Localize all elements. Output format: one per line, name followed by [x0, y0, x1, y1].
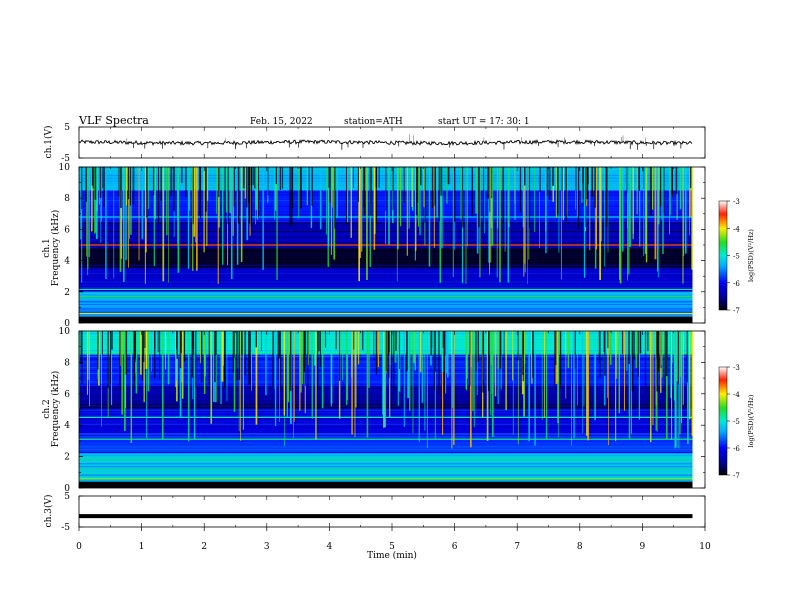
station-label: station=ATH [344, 117, 403, 127]
ch1-waveform-panel: 5 -5 [61, 123, 706, 164]
spectrum-band [79, 291, 693, 308]
colorbar-tick-label: -6 [733, 280, 740, 288]
ch2-colorbar: -3 -4 -5 -6 -7 log(PSD)(V²/Hz) [718, 364, 755, 480]
x-axis-tick-label: 0 [76, 542, 82, 552]
y-tick-label: 4 [64, 257, 70, 267]
colorbar-tick-label: -3 [733, 364, 740, 372]
ch2-spectrogram-ylabel-line2: Frequency (kHz) [50, 371, 61, 448]
y-tick-label: 5 [64, 492, 70, 502]
y-tick-label: 0 [64, 319, 70, 329]
x-axis-tick-label: 9 [640, 542, 646, 552]
y-tick-label: -5 [61, 523, 70, 533]
y-tick-label: 4 [64, 421, 70, 431]
spectrum-band [79, 433, 693, 454]
ch1-spectrogram-ylabel-line1: ch.1 [42, 238, 52, 257]
y-tick-label: 6 [64, 390, 70, 400]
ch3-waveform-ylabel: ch.3(V) [43, 495, 54, 528]
colorbar-tick-label: -6 [733, 445, 740, 453]
x-axis-tick-label: 3 [264, 542, 270, 552]
x-axis-tick-label: 6 [452, 542, 458, 552]
x-axis-tick-label: 4 [327, 542, 333, 552]
colorbar-label: log(PSD)(V²/Hz) [747, 394, 755, 447]
y-tick-label: 2 [64, 453, 70, 463]
colorbar-gradient [718, 366, 728, 476]
x-axis-tick-label: 5 [389, 542, 395, 552]
ch1-spectrogram-ylabel: ch.1 Frequency (kHz) [42, 210, 61, 287]
y-tick-label: -5 [61, 154, 70, 164]
y-tick-label: 10 [59, 327, 71, 337]
ch2-spectrogram-panel: 10 8 6 4 2 0 [59, 327, 706, 494]
zero-freq-band [79, 481, 693, 488]
x-axis-tick-label: 2 [201, 542, 207, 552]
y-tick-label: 0 [64, 484, 70, 494]
y-tick-label: 2 [64, 288, 70, 298]
x-axis-tick-label: 7 [514, 542, 520, 552]
waveform-trace [78, 138, 693, 147]
colorbar-label: log(PSD)(V²/Hz) [747, 229, 755, 282]
y-tick-label: 5 [64, 123, 70, 133]
x-axis-tick-label: 10 [699, 542, 711, 552]
figure-title: VLF Spectra [78, 114, 149, 127]
start-time-label: start UT = 17: 30: 1 [438, 117, 530, 127]
colorbar-tick-label: -5 [733, 253, 740, 261]
zero-freq-band [79, 316, 693, 323]
colorbar-tick-label: -5 [733, 418, 740, 426]
x-axis-tick-label: 8 [577, 542, 583, 552]
time-axis-label: Time (min) [367, 550, 417, 561]
colorbar-tick-label: -4 [733, 391, 740, 399]
ch2-spectrogram-ylabel: ch.2 Frequency (kHz) [42, 371, 61, 448]
ch1-colorbar: -3 -4 -5 -6 -7 log(PSD)(V²/Hz) [718, 198, 755, 315]
ch3-waveform-panel: 5 -5 [61, 492, 706, 533]
y-tick-label: 8 [64, 194, 70, 204]
ch1-spectrogram-panel: 10 8 6 4 2 0 [59, 163, 706, 329]
colorbar-tick-label: -7 [733, 472, 740, 480]
colorbar-tick-label: -4 [733, 225, 740, 233]
ch2-spectrogram-ylabel-line1: ch.2 [42, 399, 52, 418]
x-axis-tick-label: 1 [139, 542, 145, 552]
colorbar-tick-label: -7 [733, 307, 740, 315]
colorbar-tick-label: -3 [733, 198, 740, 206]
colorbar-gradient [718, 200, 728, 311]
y-tick-label: 8 [64, 358, 70, 368]
y-tick-label: 10 [59, 163, 71, 173]
ch1-waveform-ylabel: ch.1(V) [43, 126, 54, 159]
ch1-spectrogram-ylabel-line2: Frequency (kHz) [50, 210, 61, 287]
time-axis: 0 1 2 3 4 5 6 7 8 9 10 [76, 527, 711, 552]
y-tick-label: 6 [64, 225, 70, 235]
date-label: Feb. 15, 2022 [250, 117, 313, 127]
plot-frame [78, 495, 706, 528]
